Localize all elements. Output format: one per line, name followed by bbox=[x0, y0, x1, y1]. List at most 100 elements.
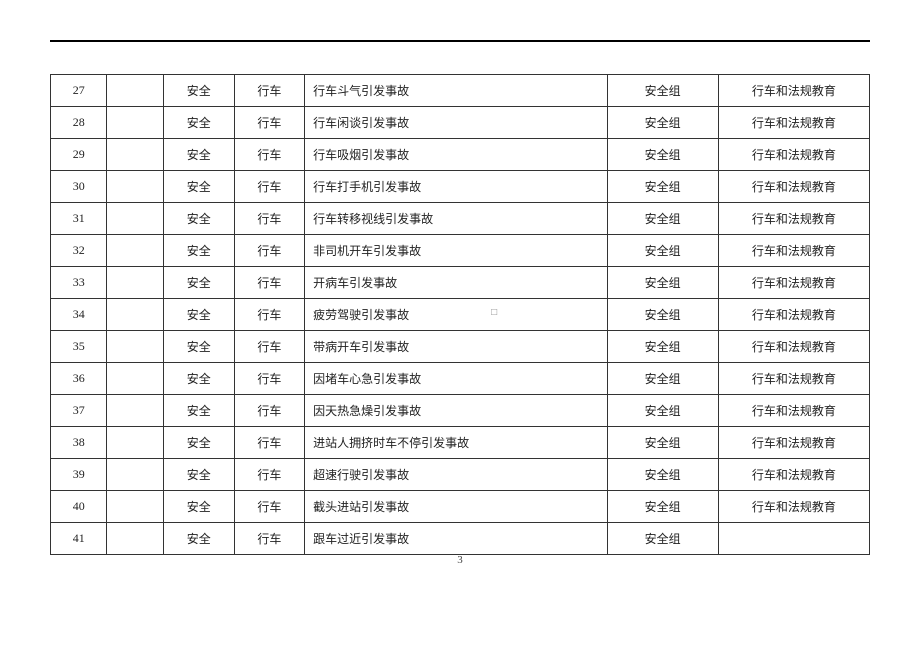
cell-num: 38 bbox=[51, 427, 107, 459]
cell-blank bbox=[107, 139, 163, 171]
cell-blank bbox=[107, 75, 163, 107]
cell-education: 行车和法规教育 bbox=[718, 331, 869, 363]
cell-education bbox=[718, 523, 869, 555]
cell-num: 40 bbox=[51, 491, 107, 523]
cell-description: 截头进站引发事故 bbox=[305, 491, 608, 523]
cell-group: 安全组 bbox=[607, 427, 718, 459]
cell-description: 疲劳驾驶引发事故□ bbox=[305, 299, 608, 331]
cell-category: 安全 bbox=[163, 491, 234, 523]
cell-num: 33 bbox=[51, 267, 107, 299]
cell-category: 安全 bbox=[163, 523, 234, 555]
cell-blank bbox=[107, 459, 163, 491]
cell-blank bbox=[107, 331, 163, 363]
cell-category: 安全 bbox=[163, 459, 234, 491]
cell-description: 因堵车心急引发事故 bbox=[305, 363, 608, 395]
table-row: 39安全行车超速行驶引发事故安全组行车和法规教育 bbox=[51, 459, 870, 491]
cell-category: 安全 bbox=[163, 267, 234, 299]
cell-education: 行车和法规教育 bbox=[718, 299, 869, 331]
cell-group: 安全组 bbox=[607, 459, 718, 491]
cell-education: 行车和法规教育 bbox=[718, 107, 869, 139]
cell-education: 行车和法规教育 bbox=[718, 363, 869, 395]
page-number: 3 bbox=[50, 554, 870, 566]
cell-group: 安全组 bbox=[607, 203, 718, 235]
cell-blank bbox=[107, 235, 163, 267]
cell-num: 41 bbox=[51, 523, 107, 555]
cell-blank bbox=[107, 299, 163, 331]
cell-group: 安全组 bbox=[607, 107, 718, 139]
cell-education: 行车和法规教育 bbox=[718, 203, 869, 235]
cell-subcategory: 行车 bbox=[234, 331, 305, 363]
cell-category: 安全 bbox=[163, 203, 234, 235]
cell-subcategory: 行车 bbox=[234, 75, 305, 107]
table-row: 35 安全行车带病开车引发事故安全组行车和法规教育 bbox=[51, 331, 870, 363]
cell-num: 28 bbox=[51, 107, 107, 139]
cell-subcategory: 行车 bbox=[234, 491, 305, 523]
cell-category: 安全 bbox=[163, 75, 234, 107]
cell-description: 开病车引发事故 bbox=[305, 267, 608, 299]
table-row: 27安全行车行车斗气引发事故安全组行车和法规教育 bbox=[51, 75, 870, 107]
cell-subcategory: 行车 bbox=[234, 363, 305, 395]
cell-subcategory: 行车 bbox=[234, 139, 305, 171]
table-row: 40安全行车截头进站引发事故安全组行车和法规教育 bbox=[51, 491, 870, 523]
cell-subcategory: 行车 bbox=[234, 267, 305, 299]
cell-description: 行车转移视线引发事故 bbox=[305, 203, 608, 235]
cell-category: 安全 bbox=[163, 395, 234, 427]
cell-num: 30 bbox=[51, 171, 107, 203]
cell-education: 行车和法规教育 bbox=[718, 139, 869, 171]
cell-num: 35 bbox=[51, 331, 107, 363]
cell-description: 行车打手机引发事故 bbox=[305, 171, 608, 203]
cell-blank bbox=[107, 267, 163, 299]
cell-description: 行车闲谈引发事故 bbox=[305, 107, 608, 139]
cell-description: 非司机开车引发事故 bbox=[305, 235, 608, 267]
cell-blank bbox=[107, 491, 163, 523]
cell-category: 安全 bbox=[163, 427, 234, 459]
cell-group: 安全组 bbox=[607, 395, 718, 427]
table-row: 34安全行车疲劳驾驶引发事故□安全组行车和法规教育 bbox=[51, 299, 870, 331]
cell-num: 36 bbox=[51, 363, 107, 395]
cell-subcategory: 行车 bbox=[234, 299, 305, 331]
cell-category: 安全 bbox=[163, 139, 234, 171]
cell-category: 安全 bbox=[163, 331, 234, 363]
cell-group: 安全组 bbox=[607, 267, 718, 299]
cell-num: 27 bbox=[51, 75, 107, 107]
table-row: 37安全行车因天热急燥引发事故安全组行车和法规教育 bbox=[51, 395, 870, 427]
cell-category: 安全 bbox=[163, 107, 234, 139]
cell-description: 行车吸烟引发事故 bbox=[305, 139, 608, 171]
table-row: 38 安全行车进站人拥挤时车不停引发事故安全组行车和法规教育 bbox=[51, 427, 870, 459]
table-row: 28 安全行车行车闲谈引发事故安全组行车和法规教育 bbox=[51, 107, 870, 139]
cell-category: 安全 bbox=[163, 171, 234, 203]
cell-description: 带病开车引发事故 bbox=[305, 331, 608, 363]
cell-group: 安全组 bbox=[607, 299, 718, 331]
cell-description: 跟车过近引发事故 bbox=[305, 523, 608, 555]
cell-description: 进站人拥挤时车不停引发事故 bbox=[305, 427, 608, 459]
cell-num: 32 bbox=[51, 235, 107, 267]
cell-num: 31 bbox=[51, 203, 107, 235]
cell-education: 行车和法规教育 bbox=[718, 459, 869, 491]
top-rule bbox=[50, 40, 870, 42]
cell-group: 安全组 bbox=[607, 523, 718, 555]
cell-blank bbox=[107, 203, 163, 235]
cell-group: 安全组 bbox=[607, 75, 718, 107]
cell-subcategory: 行车 bbox=[234, 203, 305, 235]
cell-subcategory: 行车 bbox=[234, 395, 305, 427]
cell-education: 行车和法规教育 bbox=[718, 395, 869, 427]
inline-marker-icon: □ bbox=[491, 307, 497, 318]
cell-education: 行车和法规教育 bbox=[718, 427, 869, 459]
cell-num: 34 bbox=[51, 299, 107, 331]
cell-education: 行车和法规教育 bbox=[718, 267, 869, 299]
cell-group: 安全组 bbox=[607, 235, 718, 267]
cell-subcategory: 行车 bbox=[234, 171, 305, 203]
table-row: 41安全行车跟车过近引发事故安全组 bbox=[51, 523, 870, 555]
cell-category: 安全 bbox=[163, 363, 234, 395]
cell-subcategory: 行车 bbox=[234, 427, 305, 459]
cell-description: 因天热急燥引发事故 bbox=[305, 395, 608, 427]
cell-num: 39 bbox=[51, 459, 107, 491]
incident-table: 27安全行车行车斗气引发事故安全组行车和法规教育28安全行车行车闲谈引发事故安全… bbox=[50, 74, 870, 555]
cell-education: 行车和法规教育 bbox=[718, 235, 869, 267]
cell-subcategory: 行车 bbox=[234, 459, 305, 491]
cell-blank bbox=[107, 171, 163, 203]
cell-subcategory: 行车 bbox=[234, 107, 305, 139]
cell-blank bbox=[107, 427, 163, 459]
cell-group: 安全组 bbox=[607, 331, 718, 363]
cell-description: 行车斗气引发事故 bbox=[305, 75, 608, 107]
